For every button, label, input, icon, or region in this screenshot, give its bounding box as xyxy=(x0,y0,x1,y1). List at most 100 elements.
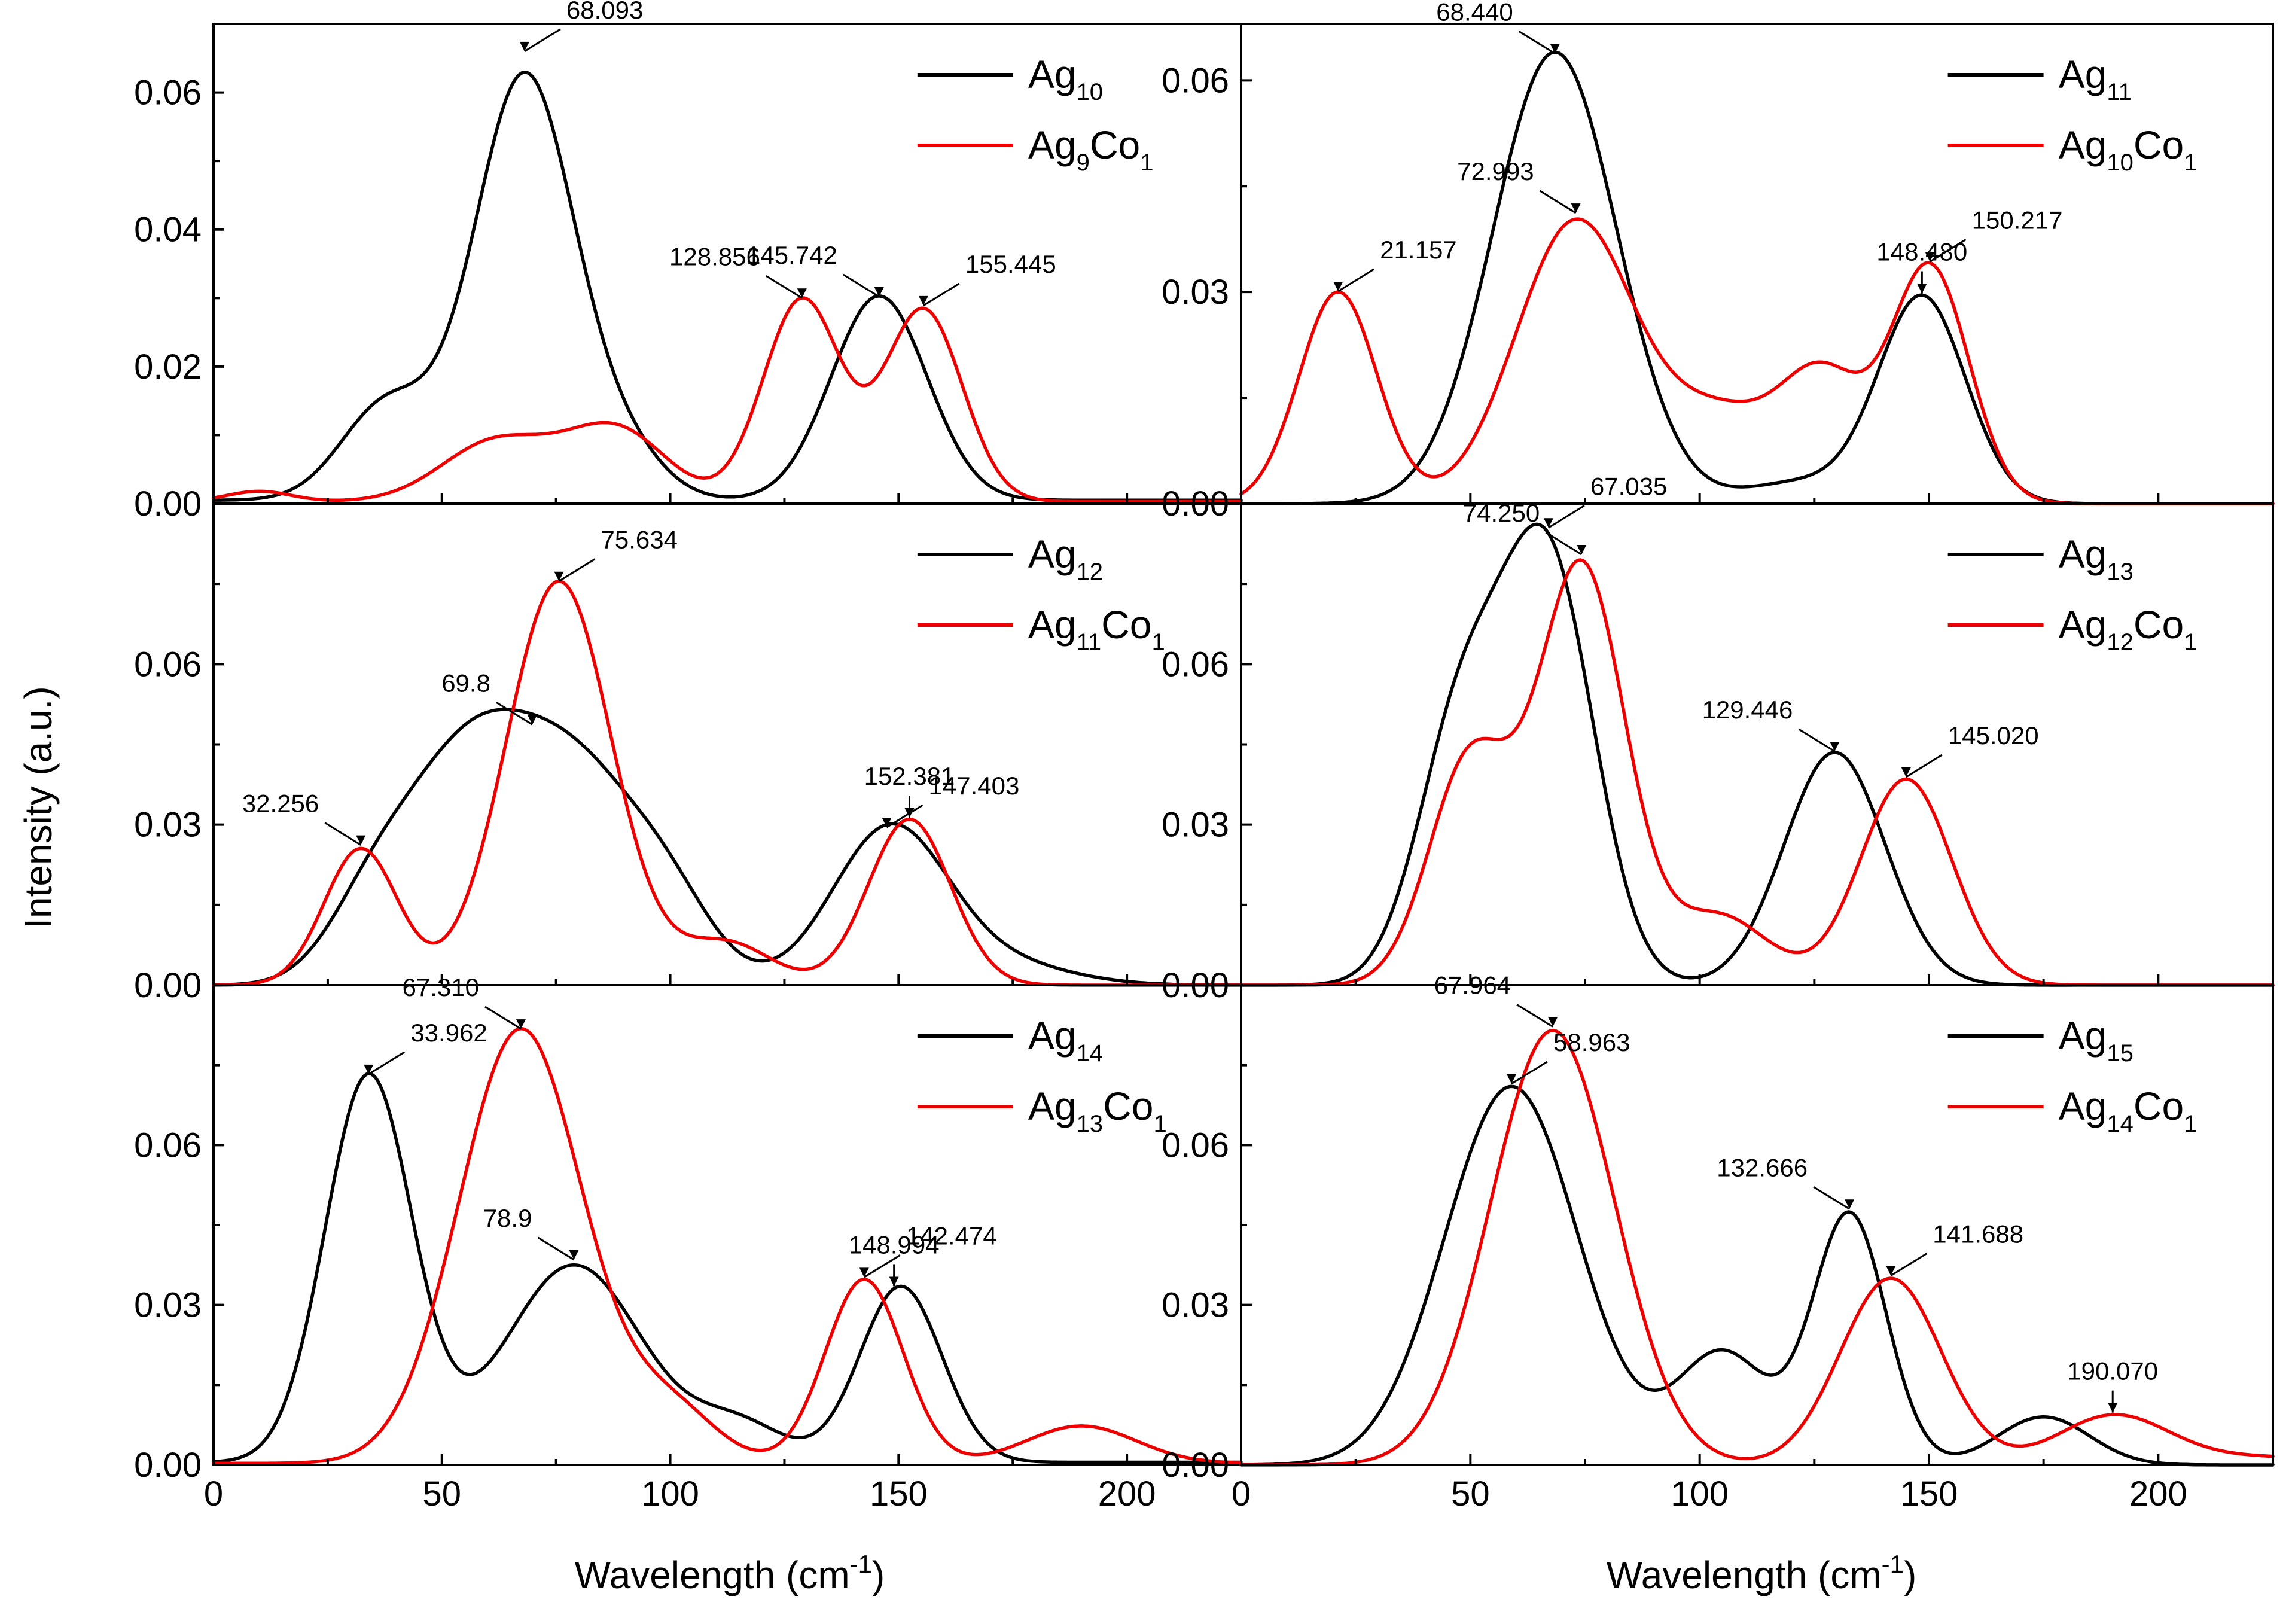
peak-arrow xyxy=(886,804,923,828)
legend-element: Co xyxy=(1090,123,1140,167)
peak-arrowhead xyxy=(1548,1017,1558,1027)
legend-label-Ag9Co1: Ag9Co1 xyxy=(1028,123,1154,176)
peak-label: 155.445 xyxy=(965,250,1056,278)
y-tick-label: 0.06 xyxy=(1162,645,1229,684)
x-tick-label: 0 xyxy=(204,1474,223,1513)
y-tick-label: 0.03 xyxy=(134,806,202,845)
legend-element: Ag xyxy=(2059,52,2107,96)
panel-middle-left: 0.000.030.06Ag12Ag11Co175.63469.832.2561… xyxy=(134,502,1243,1005)
peak-arrowhead xyxy=(364,1064,374,1074)
legend-subscript: 9 xyxy=(1077,150,1090,176)
panels-layer: 0.000.020.040.06 Ag10Ag9Co168.093128.8561… xyxy=(134,0,2275,1513)
peak-arrow xyxy=(537,1236,575,1261)
peak-arrow xyxy=(923,282,960,307)
peak-label: 129.446 xyxy=(1702,696,1793,724)
y-axis-title: Intensity (a.u.) xyxy=(17,686,60,929)
peak-arrow xyxy=(1511,1061,1548,1085)
series-line-Ag12Co1 xyxy=(1239,558,2275,987)
legend-label-Ag11: Ag11 xyxy=(2059,52,2132,105)
peak-arrowhead xyxy=(874,287,884,297)
legend-element: Co xyxy=(2133,1084,2184,1128)
series-line-Ag14 xyxy=(212,1072,1243,1464)
peak-label: 132.666 xyxy=(1717,1153,1808,1181)
x-axis-title-text: Wavelength (cm xyxy=(1607,1553,1882,1596)
legend-element: Ag xyxy=(2059,123,2107,167)
y-tick-label: 0.00 xyxy=(134,1446,202,1485)
legend-subscript: 15 xyxy=(2107,1040,2133,1067)
x-tick-label: 100 xyxy=(1671,1474,1729,1513)
peak-label: 72.993 xyxy=(1457,157,1534,185)
svg-text:Wavelength (cm-1): Wavelength (cm-1) xyxy=(1607,1550,1917,1596)
peak-arrowhead xyxy=(356,835,366,845)
x-tick-label: 0 xyxy=(1232,1474,1251,1513)
series-line-Ag15 xyxy=(1239,1084,2275,1467)
y-tick-label: 0.04 xyxy=(134,211,202,249)
legend-subscript: 10 xyxy=(1077,79,1104,105)
legend-subscript: 13 xyxy=(2107,559,2133,585)
legend-subscript: 12 xyxy=(2107,629,2133,656)
legend-element: Co xyxy=(2133,123,2184,167)
peak-arrowhead xyxy=(889,1276,899,1287)
peak-arrowhead xyxy=(1507,1074,1517,1084)
peak-arrow xyxy=(524,28,561,53)
peak-label: 75.634 xyxy=(601,526,678,554)
peak-arrowhead xyxy=(1830,742,1840,752)
series-line-Ag13Co1 xyxy=(212,1026,1243,1465)
peak-arrow xyxy=(1539,190,1577,214)
peak-arrowhead xyxy=(1901,767,1911,778)
legend-subscript: 1 xyxy=(2184,1111,2197,1137)
y-tick-label: 0.06 xyxy=(134,1126,202,1165)
legend-element: Ag xyxy=(1028,123,1077,167)
peak-arrowhead xyxy=(1543,518,1553,528)
panel-top-left: 0.000.020.040.06 Ag10Ag9Co168.093128.8561… xyxy=(134,0,1243,523)
legend-label-Ag13: Ag13 xyxy=(2059,532,2133,585)
legend-element: Ag xyxy=(2059,532,2107,576)
peak-arrow xyxy=(1813,1186,1850,1210)
x-axis-title-close: ) xyxy=(1904,1553,1916,1596)
series-line-Ag9Co1 xyxy=(212,296,1243,504)
peak-arrowhead xyxy=(1550,44,1560,54)
legend-element: Co xyxy=(1101,602,1151,647)
legend-subscript: 11 xyxy=(2107,79,2132,105)
y-tick-label: 0.06 xyxy=(1162,1126,1229,1165)
y-tick-label: 0.00 xyxy=(1162,1446,1229,1485)
legend-subscript: 13 xyxy=(1077,1111,1104,1137)
peak-arrowhead xyxy=(859,1267,869,1278)
peak-arrowhead xyxy=(882,818,892,828)
peak-arrowhead xyxy=(1925,252,1935,262)
peak-arrow xyxy=(1337,268,1374,292)
legend-element: Ag xyxy=(1028,52,1077,96)
series-line-Ag14Co1 xyxy=(1239,1028,2275,1467)
x-axis-title-text: Wavelength (cm xyxy=(575,1553,850,1596)
peak-arrowhead xyxy=(1577,544,1587,554)
y-tick-label: 0.03 xyxy=(1162,1286,1229,1325)
peak-arrowhead xyxy=(569,1250,579,1260)
legend-element: Ag xyxy=(2059,1084,2107,1128)
peak-arrowhead xyxy=(554,571,564,581)
legend-label-Ag14Co1: Ag14Co1 xyxy=(2059,1084,2197,1137)
peak-arrowhead xyxy=(904,808,915,818)
legend-element: Ag xyxy=(1028,602,1077,647)
svg-text:Wavelength (cm-1): Wavelength (cm-1) xyxy=(575,1550,885,1596)
panel-middle-right: 0.000.030.06Ag13Ag12Co167.03574.250129.4… xyxy=(1162,472,2275,1005)
peak-arrowhead xyxy=(797,288,807,298)
y-tick-label: 0.06 xyxy=(134,74,202,112)
peak-arrowhead xyxy=(516,1019,526,1029)
y-tick-label: 0.00 xyxy=(134,966,202,1005)
y-tick-label: 0.03 xyxy=(134,1286,202,1325)
peak-label: 68.093 xyxy=(566,0,643,24)
legend-element: Ag xyxy=(1028,1013,1077,1058)
legend-label-Ag10: Ag10 xyxy=(1028,52,1103,105)
x-tick-label: 50 xyxy=(423,1474,462,1513)
series-line-Ag13 xyxy=(1239,522,2275,987)
peak-label: 145.020 xyxy=(1948,721,2039,749)
peak-arrowhead xyxy=(1886,1266,1896,1276)
peak-arrow xyxy=(368,1051,406,1075)
peak-label: 128.856 xyxy=(669,242,760,270)
legend-label-Ag13Co1: Ag13Co1 xyxy=(1028,1084,1167,1137)
legend-subscript: 1 xyxy=(1140,150,1153,176)
peak-label: 69.8 xyxy=(441,669,490,697)
x-axis-title-exponent: -1 xyxy=(1882,1550,1904,1578)
peak-label: 148.480 xyxy=(1876,238,1967,266)
